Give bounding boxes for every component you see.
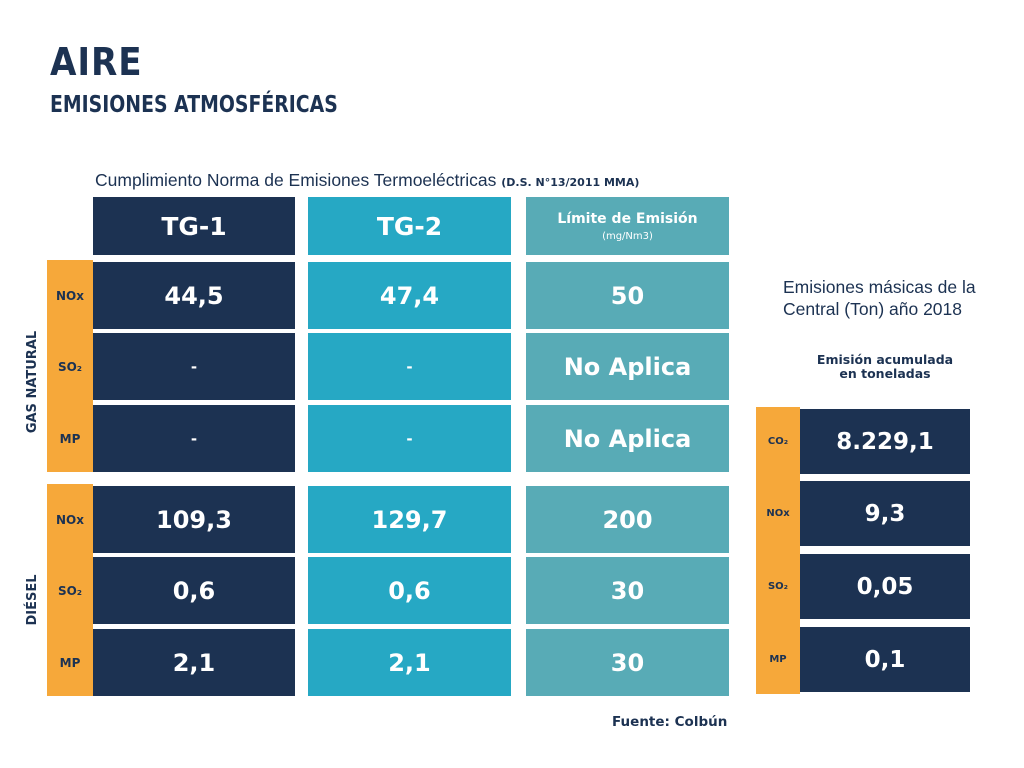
gas-tg2-mp: -	[308, 405, 511, 472]
table-caption: Cumplimiento Norma de Emisiones Termoelé…	[95, 170, 639, 191]
diesel-limit-mp: 30	[526, 629, 729, 696]
diesel-tg2-so2: 0,6	[308, 557, 511, 624]
gas-pollutant-column	[47, 260, 93, 472]
diesel-pollutant-so2: SO₂	[57, 583, 83, 598]
group-label-gas: GAS NATURAL	[24, 330, 40, 434]
header-limit-label: Límite de Emisión	[557, 210, 698, 227]
header-tg2: TG-2	[308, 197, 511, 255]
header-limit: Límite de Emisión (mg/Nm3)	[526, 197, 729, 255]
mass-value-co2: 8.229,1	[800, 409, 970, 474]
gas-tg1-mp: -	[93, 405, 295, 472]
caption-norm: (D.S. N°13/2011 MMA)	[501, 176, 640, 189]
mass-emissions-title: Emisiones másicas de la Central (Ton) añ…	[783, 277, 976, 319]
mass-value-mp: 0,1	[800, 627, 970, 692]
gas-tg2-nox: 47,4	[308, 262, 511, 329]
caption-text: Cumplimiento Norma de Emisiones Termoelé…	[95, 170, 497, 190]
page-subtitle: EMISIONES ATMOSFÉRICAS	[50, 92, 338, 118]
diesel-tg2-nox: 129,7	[308, 486, 511, 553]
mass-value-so2: 0,05	[800, 554, 970, 619]
gas-limit-nox: 50	[526, 262, 729, 329]
source-note: Fuente: Colbún	[612, 714, 728, 730]
diesel-pollutant-nox: NOx	[56, 512, 84, 527]
gas-tg1-so2: -	[93, 333, 295, 400]
mass-value-nox: 9,3	[800, 481, 970, 546]
mass-pollutant-co2: CO₂	[767, 436, 789, 447]
gas-tg2-so2: -	[308, 333, 511, 400]
mass-pollutant-column	[756, 407, 800, 694]
header-limit-unit: (mg/Nm3)	[602, 230, 653, 242]
diesel-pollutant-mp: MP	[59, 655, 81, 670]
mass-emissions-header: Emisión acumulada en toneladas	[800, 353, 970, 381]
gas-limit-so2: No Aplica	[526, 333, 729, 400]
diesel-tg1-so2: 0,6	[93, 557, 295, 624]
diesel-pollutant-column	[47, 484, 93, 696]
diesel-limit-nox: 200	[526, 486, 729, 553]
gas-limit-mp: No Aplica	[526, 405, 729, 472]
diesel-tg1-nox: 109,3	[93, 486, 295, 553]
group-label-diesel: DIÉSEL	[24, 574, 40, 626]
mass-pollutant-mp: MP	[769, 654, 787, 665]
gas-pollutant-mp: MP	[59, 431, 81, 446]
diesel-limit-so2: 30	[526, 557, 729, 624]
gas-tg1-nox: 44,5	[93, 262, 295, 329]
diesel-tg2-mp: 2,1	[308, 629, 511, 696]
mass-header-line1: Emisión acumulada	[816, 352, 954, 367]
mass-header-line2: en toneladas	[839, 366, 931, 381]
header-tg1: TG-1	[93, 197, 295, 255]
diesel-tg1-mp: 2,1	[93, 629, 295, 696]
mass-pollutant-so2: SO₂	[767, 581, 789, 592]
page-title: AIRE	[50, 40, 143, 84]
gas-pollutant-nox: NOx	[56, 288, 84, 303]
mass-pollutant-nox: NOx	[766, 508, 790, 519]
gas-pollutant-so2: SO₂	[57, 359, 83, 374]
